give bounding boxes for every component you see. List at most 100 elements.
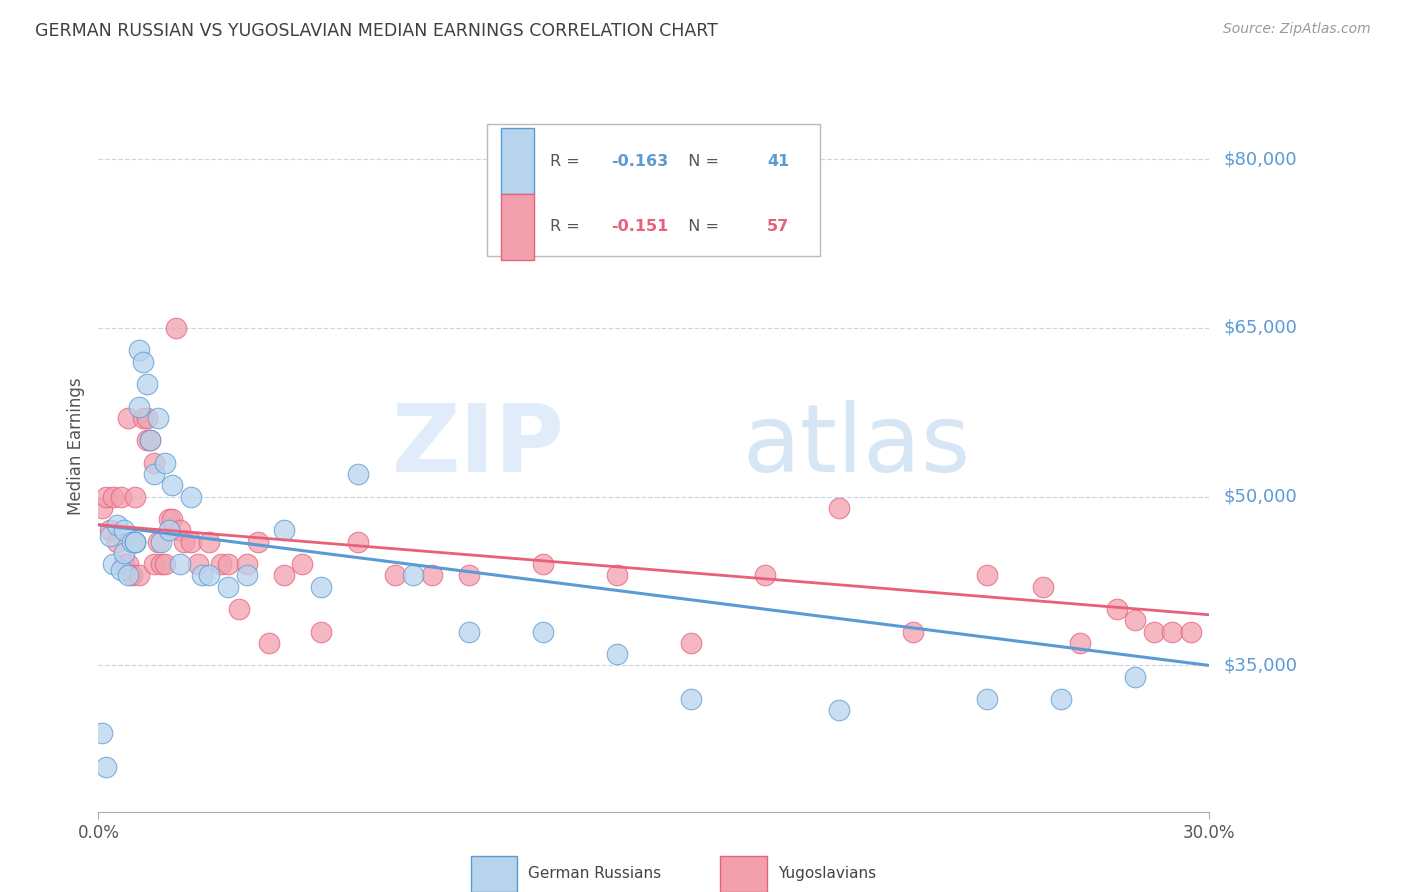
Point	[150, 534, 173, 549]
Point	[309, 580, 332, 594]
Point	[124, 534, 146, 549]
Point	[1069, 636, 1091, 650]
Point	[128, 568, 150, 582]
Point	[132, 354, 155, 368]
Point	[217, 580, 239, 594]
Point	[828, 500, 851, 515]
Point	[103, 557, 125, 571]
Point	[273, 524, 295, 538]
Text: 41: 41	[768, 153, 789, 169]
Point	[157, 512, 180, 526]
Text: Source: ZipAtlas.com: Source: ZipAtlas.com	[1223, 22, 1371, 37]
Point	[257, 636, 280, 650]
Point	[112, 546, 135, 560]
Point	[110, 490, 132, 504]
Text: ZIP: ZIP	[392, 400, 565, 492]
Point	[209, 557, 232, 571]
Point	[139, 434, 162, 448]
FancyBboxPatch shape	[501, 128, 534, 194]
Point	[198, 568, 221, 582]
Point	[128, 343, 150, 358]
Text: $35,000: $35,000	[1223, 657, 1298, 674]
Point	[606, 647, 628, 661]
Text: -0.163: -0.163	[612, 153, 669, 169]
Point	[169, 524, 191, 538]
Point	[1143, 624, 1166, 639]
Text: $80,000: $80,000	[1223, 150, 1296, 168]
Point	[117, 557, 139, 571]
Text: GERMAN RUSSIAN VS YUGOSLAVIAN MEDIAN EARNINGS CORRELATION CHART: GERMAN RUSSIAN VS YUGOSLAVIAN MEDIAN EAR…	[35, 22, 718, 40]
Point	[153, 557, 176, 571]
Point	[187, 557, 209, 571]
Point	[105, 517, 128, 532]
Point	[828, 703, 851, 717]
Point	[98, 524, 121, 538]
Text: R =: R =	[551, 219, 585, 235]
Point	[139, 434, 162, 448]
Point	[346, 467, 368, 482]
Point	[1161, 624, 1184, 639]
Point	[91, 726, 114, 740]
Point	[217, 557, 239, 571]
Point	[531, 557, 554, 571]
Text: -0.151: -0.151	[612, 219, 669, 235]
Point	[103, 490, 125, 504]
Point	[117, 410, 139, 425]
Point	[679, 692, 702, 706]
Point	[1123, 614, 1146, 628]
Point	[124, 534, 146, 549]
Point	[228, 602, 250, 616]
Text: Yugoslavians: Yugoslavians	[778, 866, 876, 881]
Point	[135, 377, 157, 392]
Point	[143, 456, 166, 470]
Point	[309, 624, 332, 639]
Point	[180, 534, 202, 549]
Point	[457, 624, 479, 639]
Point	[91, 500, 114, 515]
Point	[235, 557, 257, 571]
Text: R =: R =	[551, 153, 585, 169]
Point	[180, 490, 202, 504]
Point	[128, 400, 150, 414]
Point	[291, 557, 314, 571]
Point	[112, 524, 135, 538]
Point	[165, 321, 187, 335]
Text: German Russians: German Russians	[529, 866, 661, 881]
Point	[1050, 692, 1073, 706]
Point	[346, 534, 368, 549]
FancyBboxPatch shape	[720, 855, 768, 892]
Point	[273, 568, 295, 582]
Point	[606, 568, 628, 582]
Point	[110, 563, 132, 577]
Point	[754, 568, 776, 582]
Point	[121, 534, 143, 549]
Point	[112, 557, 135, 571]
Point	[135, 434, 157, 448]
Text: N =: N =	[678, 153, 724, 169]
Point	[124, 534, 146, 549]
Point	[146, 410, 169, 425]
Point	[94, 760, 117, 774]
Point	[173, 534, 195, 549]
Point	[162, 512, 184, 526]
Point	[976, 692, 998, 706]
Point	[384, 568, 406, 582]
Point	[121, 568, 143, 582]
Point	[135, 410, 157, 425]
Point	[146, 534, 169, 549]
Point	[143, 467, 166, 482]
Point	[124, 490, 146, 504]
Point	[132, 410, 155, 425]
Point	[420, 568, 443, 582]
Point	[169, 557, 191, 571]
Point	[198, 534, 221, 549]
Point	[1105, 602, 1128, 616]
FancyBboxPatch shape	[486, 124, 820, 256]
Point	[531, 624, 554, 639]
Point	[457, 568, 479, 582]
Point	[143, 557, 166, 571]
Point	[976, 568, 998, 582]
Text: N =: N =	[678, 219, 724, 235]
Text: $50,000: $50,000	[1223, 488, 1296, 506]
FancyBboxPatch shape	[471, 855, 517, 892]
